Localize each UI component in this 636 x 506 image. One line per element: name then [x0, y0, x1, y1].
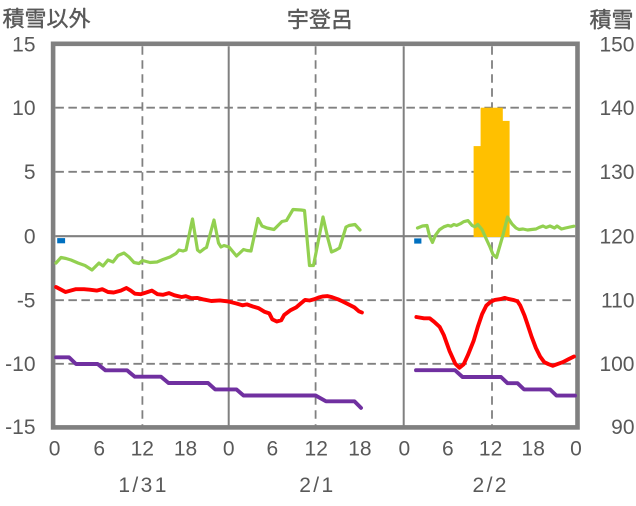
svg-text:150: 150	[599, 33, 634, 56]
svg-text:110: 110	[601, 290, 634, 313]
svg-text:90: 90	[611, 416, 634, 439]
svg-text:-5: -5	[17, 290, 36, 313]
svg-text:6: 6	[442, 437, 454, 460]
svg-text:120: 120	[599, 226, 634, 249]
svg-text:2/1: 2/1	[299, 474, 335, 497]
svg-text:-10: -10	[5, 353, 35, 376]
svg-text:10: 10	[12, 97, 35, 120]
svg-text:5: 5	[24, 161, 36, 184]
svg-text:0: 0	[398, 437, 410, 460]
svg-text:18: 18	[348, 437, 371, 460]
svg-text:100: 100	[599, 353, 634, 376]
svg-text:130: 130	[599, 161, 634, 184]
svg-text:1/31: 1/31	[118, 474, 168, 497]
svg-text:12: 12	[131, 437, 154, 460]
svg-text:0: 0	[570, 437, 582, 460]
svg-text:18: 18	[522, 437, 545, 460]
svg-text:15: 15	[12, 33, 35, 56]
svg-text:0: 0	[223, 437, 235, 460]
svg-text:18: 18	[174, 437, 197, 460]
svg-text:2/2: 2/2	[472, 474, 508, 497]
svg-text:12: 12	[479, 437, 502, 460]
svg-text:6: 6	[93, 437, 105, 460]
svg-text:140: 140	[599, 97, 634, 120]
svg-text:12: 12	[305, 437, 328, 460]
svg-text:-15: -15	[5, 416, 35, 439]
svg-text:0: 0	[24, 226, 36, 249]
svg-text:0: 0	[49, 437, 61, 460]
svg-text:6: 6	[267, 437, 279, 460]
